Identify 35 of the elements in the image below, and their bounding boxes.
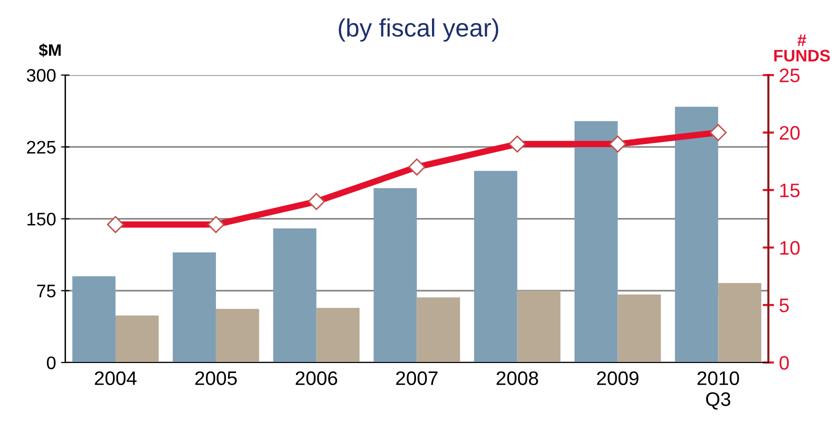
bar bbox=[374, 188, 417, 363]
y-tick-label: 0 bbox=[46, 356, 56, 370]
bar bbox=[618, 294, 661, 363]
y2-axis-title: # FUNDS bbox=[774, 34, 830, 62]
y-axis-title: $M bbox=[38, 43, 61, 58]
bar bbox=[474, 170, 518, 363]
x-tick-label: 2006 bbox=[296, 371, 338, 386]
bar bbox=[574, 121, 618, 363]
bar bbox=[72, 276, 116, 363]
y-tick-label: 150 bbox=[28, 212, 56, 226]
bar bbox=[216, 308, 260, 363]
bar bbox=[718, 282, 762, 363]
y2-tick-label: 0 bbox=[780, 356, 789, 370]
x-tick-label: 2004 bbox=[94, 371, 137, 386]
x-tick-label: 2009 bbox=[597, 371, 638, 386]
x-tick-label: 2008 bbox=[496, 371, 538, 386]
bar bbox=[416, 297, 460, 363]
bar bbox=[116, 316, 159, 363]
y2-tick-label: 25 bbox=[780, 68, 800, 82]
bar bbox=[273, 228, 316, 363]
bar bbox=[517, 290, 560, 363]
bar bbox=[674, 106, 718, 363]
bar bbox=[172, 252, 216, 363]
y2-tick-label: 20 bbox=[780, 126, 800, 140]
y-tick-label: 75 bbox=[37, 284, 56, 298]
chart-title: (by fiscal year) bbox=[338, 18, 498, 42]
y2-tick-label: 5 bbox=[780, 298, 789, 312]
y-tick-label: 300 bbox=[26, 69, 56, 82]
x-tick-label: 2010 Q3 bbox=[698, 371, 740, 410]
y-tick-label: 225 bbox=[27, 140, 56, 154]
x-tick-label: 2007 bbox=[396, 371, 438, 386]
bar bbox=[316, 308, 360, 363]
y2-tick-label: 10 bbox=[780, 241, 800, 255]
y2-tick-label: 15 bbox=[780, 184, 800, 198]
x-tick-label: 2005 bbox=[195, 371, 237, 386]
